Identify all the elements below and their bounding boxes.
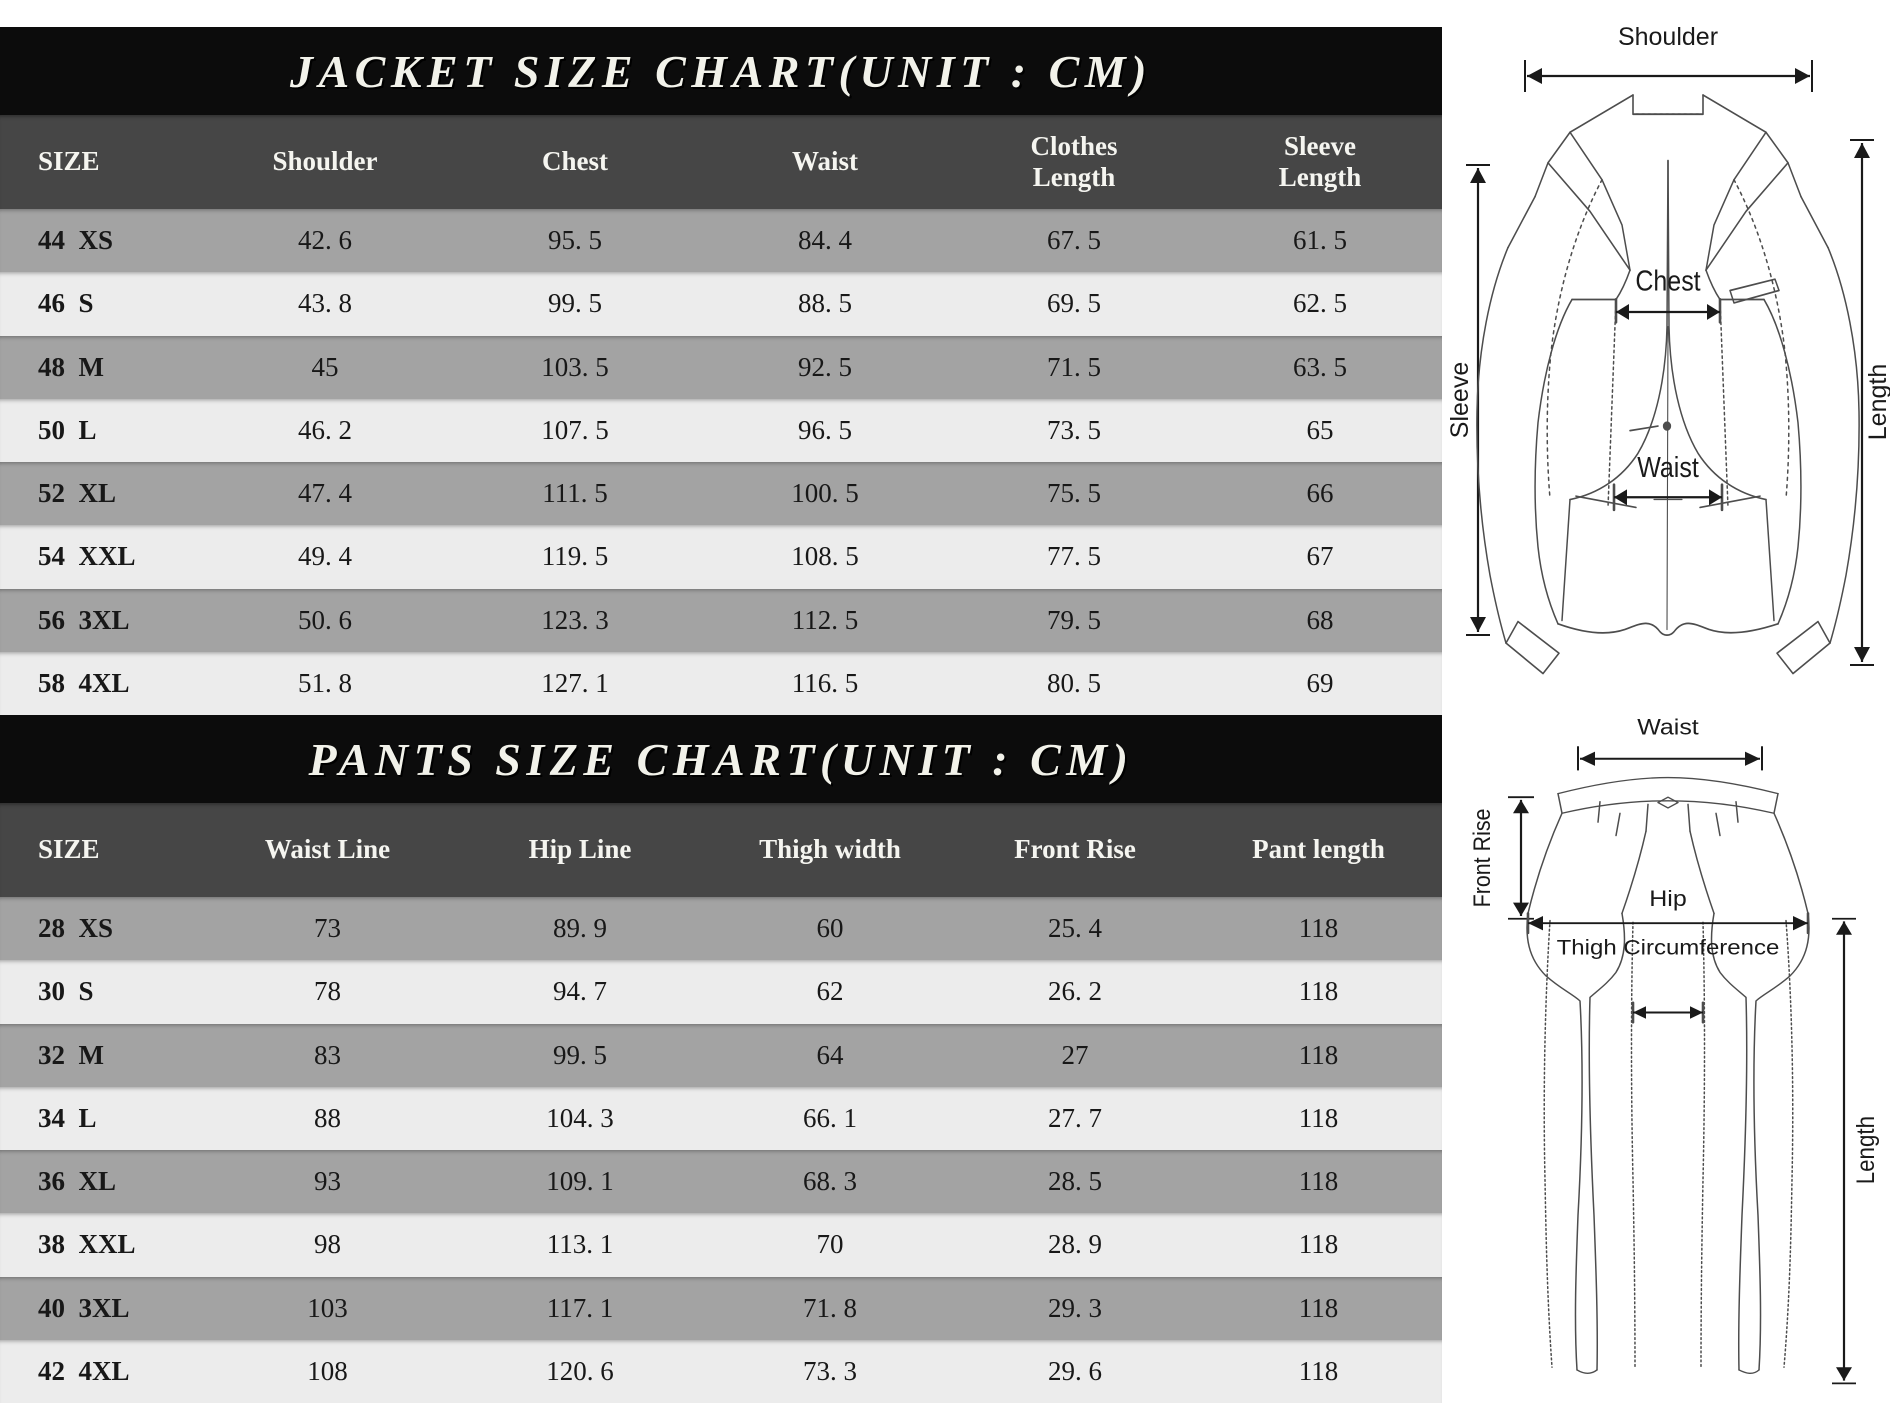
svg-text:Shoulder: Shoulder [1618,23,1718,51]
svg-text:Thigh Circumference: Thigh Circumference [1557,935,1780,959]
svg-text:Waist: Waist [1637,452,1699,484]
svg-text:Sleeve: Sleeve [1450,362,1474,438]
svg-text:Length: Length [1864,364,1890,440]
svg-text:Front Rise: Front Rise [1468,809,1495,908]
svg-text:Length: Length [1853,1116,1880,1184]
svg-text:Waist: Waist [1637,716,1699,740]
svg-text:Hip: Hip [1649,887,1686,911]
svg-text:Chest: Chest [1635,265,1701,297]
